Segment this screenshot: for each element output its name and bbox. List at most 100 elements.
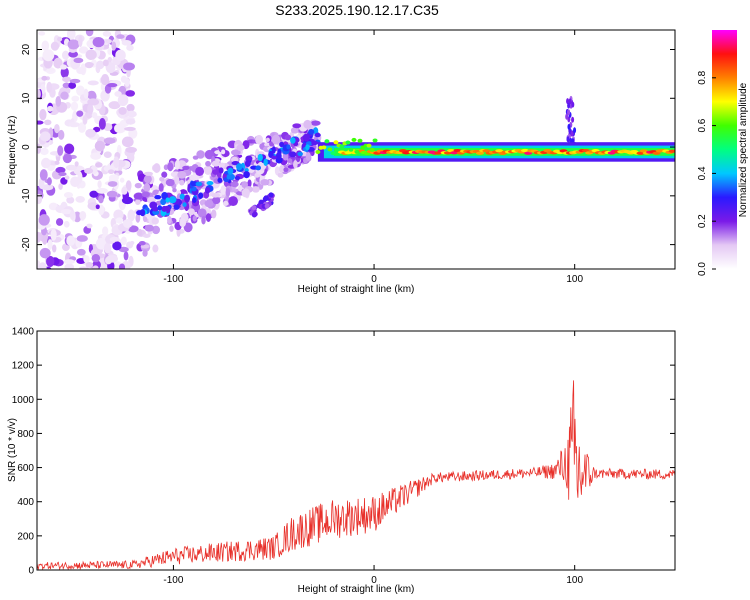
heatmap-cell — [95, 237, 107, 250]
heatmap-cell — [205, 213, 212, 222]
heatmap-cell — [62, 153, 73, 164]
heatmap-cell — [68, 122, 80, 128]
colorbar-label: Normalized spectral amplitude — [738, 82, 749, 217]
heatmap-cell — [182, 202, 187, 207]
heatmap-cell — [305, 144, 310, 151]
heatmap-cell — [144, 224, 155, 232]
heatmap-cell — [109, 236, 120, 242]
heatmap-cell — [265, 137, 270, 143]
heatmap-cell — [38, 31, 46, 36]
heatmap-cell — [372, 138, 378, 143]
heatmap-marks — [37, 30, 675, 269]
heatmap-cell — [78, 46, 89, 54]
heatmap-cell — [520, 148, 529, 153]
heatmap-cell — [236, 144, 245, 151]
heatmap-cell — [41, 184, 54, 191]
heatmap-cell — [287, 158, 293, 164]
heatmap-cell — [252, 186, 260, 193]
heatmap-cell — [37, 231, 42, 243]
heatmap-cell — [106, 254, 119, 263]
heatmap-cell — [105, 39, 112, 44]
spectrogram-frame — [36, 29, 676, 270]
heatmap-cell — [188, 208, 195, 216]
heatmap-cell — [217, 177, 223, 183]
heatmap-cell — [275, 152, 282, 160]
heatmap-cell — [241, 188, 250, 198]
heatmap-cell — [106, 190, 118, 198]
heatmap-cell — [303, 119, 312, 129]
top-y-ticks: -20 -10 0 10 20 — [21, 44, 675, 252]
heatmap-cell — [117, 94, 129, 107]
heatmap-cell — [333, 140, 339, 145]
heatmap-cell — [87, 80, 99, 86]
x-tick-label: 100 — [566, 575, 583, 586]
heatmap-cell — [311, 140, 319, 146]
heatmap-cell — [177, 171, 187, 179]
heatmap-cell — [140, 244, 150, 249]
heatmap-cell — [66, 30, 76, 40]
y-tick-label: 200 — [17, 531, 34, 542]
heatmap-cell — [125, 90, 136, 97]
heatmap-cell — [120, 236, 127, 246]
heatmap-cell — [297, 151, 303, 157]
heatmap-cell — [54, 160, 60, 165]
heatmap-cell — [118, 246, 129, 253]
heatmap-cell — [277, 172, 284, 178]
heatmap-cell — [119, 177, 125, 183]
heatmap-cell — [50, 41, 60, 51]
heatmap-cell — [567, 109, 571, 116]
y-tick-label: 1200 — [12, 361, 35, 372]
colorbar-ticks: 0.0 0.2 0.4 0.6 0.8 — [697, 70, 716, 276]
heatmap-cell — [107, 48, 112, 55]
heatmap-cell — [345, 140, 351, 145]
heatmap-cell — [258, 199, 264, 205]
heatmap-cell — [38, 262, 47, 269]
heatmap-cell — [247, 179, 252, 188]
heatmap-cell — [96, 187, 108, 194]
heatmap-cell — [154, 194, 162, 200]
colorbar: 0.0 0.2 0.4 0.6 0.8 Normalized spectral ampl… — [697, 30, 749, 276]
heatmap-cell — [221, 149, 226, 155]
heatmap-cell — [111, 41, 117, 51]
heatmap-cell — [42, 49, 55, 62]
heatmap-cell — [313, 127, 319, 135]
snr-panel: -100 0 100 0 200 400 600 800 1000 1200 1400 Heigh… — [7, 327, 676, 595]
heatmap-cell — [124, 126, 136, 131]
heatmap-cell — [212, 169, 220, 175]
heatmap-cell — [59, 64, 68, 70]
heatmap-cell — [64, 175, 70, 180]
heatmap-cell — [263, 158, 268, 166]
heatmap-cell — [47, 239, 53, 250]
heatmap-cell — [102, 31, 112, 37]
heatmap-cell — [257, 153, 263, 162]
heatmap-cell — [571, 101, 575, 108]
heatmap-cell — [284, 134, 292, 141]
heatmap-cell — [60, 66, 69, 79]
heatmap-cell — [65, 164, 78, 171]
heatmap-cell — [98, 204, 105, 216]
heatmap-cell — [57, 145, 64, 156]
heatmap-cell — [236, 163, 243, 171]
heatmap-cell — [192, 197, 197, 203]
heatmap-cell — [94, 140, 106, 152]
y-tick-label: 1400 — [12, 327, 35, 338]
heatmap-cell — [292, 123, 302, 129]
heatmap-cell — [290, 126, 299, 134]
top-x-axis-label: Height of straight line (km) — [298, 284, 415, 295]
heatmap-cell — [85, 128, 96, 138]
heatmap-cell — [263, 195, 269, 201]
heatmap-cell — [568, 98, 572, 105]
heatmap-cell — [330, 151, 336, 156]
y-tick-label: 400 — [17, 497, 34, 508]
heatmap-cell — [46, 177, 52, 186]
heatmap-cell — [220, 185, 227, 196]
bottom-x-ticks: -100 0 100 — [163, 331, 583, 586]
heatmap-cell — [252, 211, 258, 217]
heatmap-cell — [125, 118, 136, 125]
heatmap-cell — [321, 145, 327, 150]
heatmap-cell — [204, 199, 214, 208]
heatmap-cell — [348, 147, 354, 152]
heatmap-cell — [114, 123, 126, 134]
